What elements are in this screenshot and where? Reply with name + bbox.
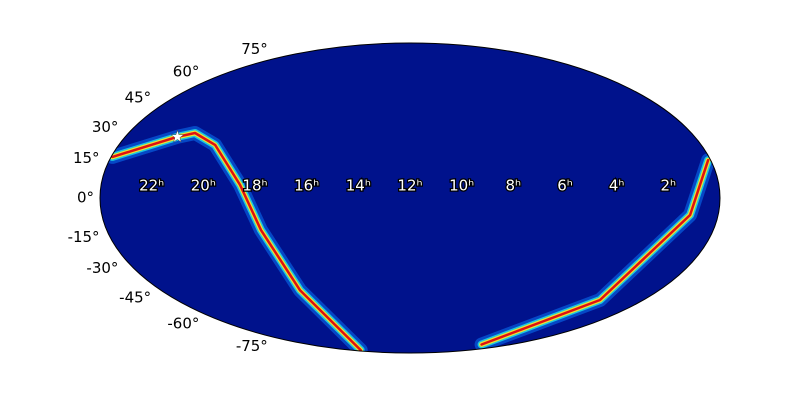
y-tick-label: -30°: [86, 259, 118, 277]
x-tick-label: 12ʰ: [397, 177, 422, 195]
sky-outline: [99, 42, 721, 354]
y-tick-label: 45°: [125, 89, 152, 107]
y-tick-label: -75°: [236, 337, 268, 355]
y-tick-label: -15°: [68, 228, 100, 246]
x-tick-label: 18ʰ: [242, 177, 267, 195]
x-tick-label: 2ʰ: [661, 177, 677, 195]
star-marker: [170, 129, 185, 143]
y-tick-label: 30°: [92, 118, 119, 136]
y-tick-label: 75°: [241, 40, 268, 58]
y-tick-label: -60°: [167, 315, 199, 333]
x-tick-label: 16ʰ: [294, 177, 319, 195]
sky-background: [100, 43, 720, 353]
x-tick-label: 22ʰ: [139, 177, 164, 195]
x-tick-label: 4ʰ: [609, 177, 625, 195]
x-tick-label: 10ʰ: [449, 177, 474, 195]
y-tick-label: -45°: [119, 288, 151, 306]
y-tick-label: 60°: [173, 62, 200, 80]
x-tick-label: 8ʰ: [506, 177, 522, 195]
x-tick-label: 20ʰ: [191, 177, 216, 195]
y-tick-label: 0°: [77, 189, 94, 207]
x-tick-label: 14ʰ: [346, 177, 371, 195]
x-tick-label: 6ʰ: [557, 177, 573, 195]
y-tick-label: 15°: [73, 149, 100, 167]
